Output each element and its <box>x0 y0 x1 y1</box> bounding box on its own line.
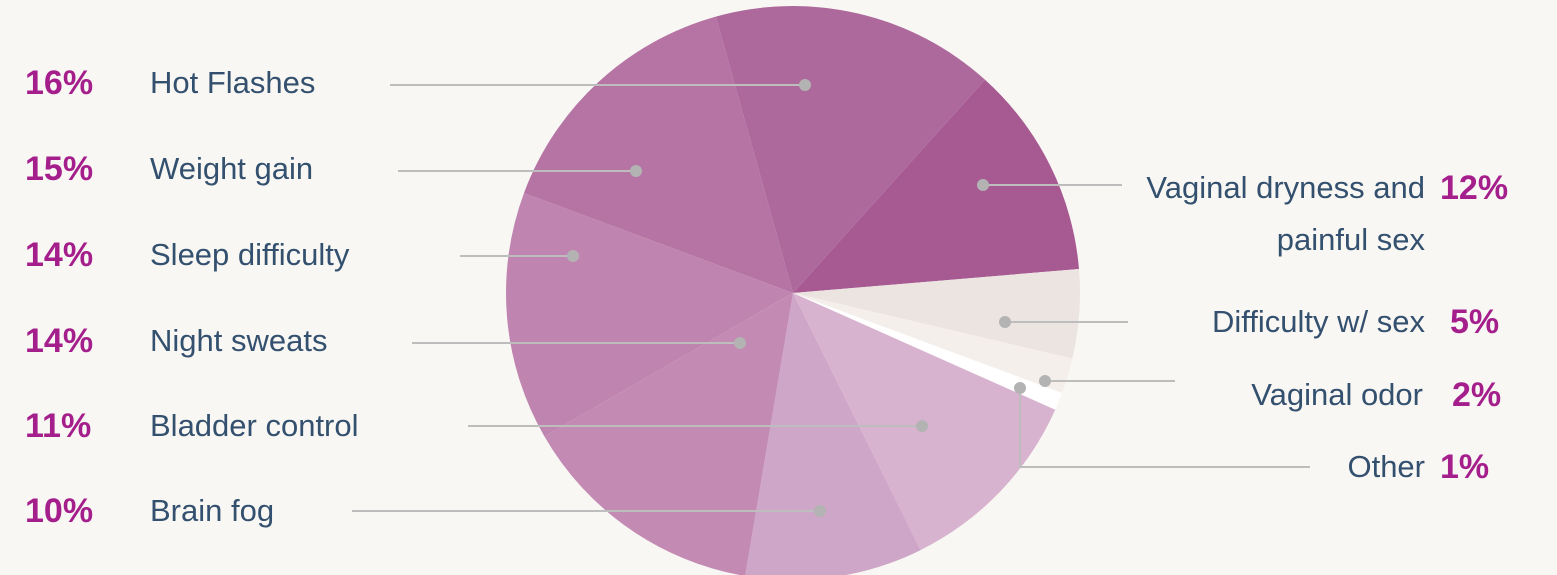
category-label: Vaginal odor <box>1251 377 1423 412</box>
pie-slice <box>793 79 1079 293</box>
category-label: Vaginal dryness and painful sex <box>1146 170 1425 257</box>
leader-dot <box>977 179 989 191</box>
leader-dot <box>734 337 746 349</box>
leader-dot <box>999 316 1011 328</box>
leader-dot <box>814 505 826 517</box>
pie-slice <box>793 268 1080 359</box>
value-label: 16% <box>25 64 94 102</box>
value-label: 11% <box>25 407 92 445</box>
category-label: Night sweats <box>150 323 328 358</box>
leader-dot <box>567 250 579 262</box>
category-label: Hot Flashes <box>150 65 316 100</box>
leader-dot <box>1014 382 1026 394</box>
leader-dot <box>630 165 642 177</box>
value-label: 10% <box>25 492 94 530</box>
leader-line <box>1019 388 1310 468</box>
pie-slice <box>793 293 1073 394</box>
category-label: Brain fog <box>150 493 275 528</box>
value-label: 14% <box>25 236 94 274</box>
leader-dot <box>1039 375 1051 387</box>
category-label: Weight gain <box>150 151 314 186</box>
value-label: 15% <box>25 150 94 188</box>
pie-slice <box>544 293 793 575</box>
pie-slice <box>745 293 921 575</box>
value-label: 1% <box>1440 448 1490 486</box>
value-label: 14% <box>25 322 94 360</box>
category-label: Other <box>1347 449 1425 484</box>
leader-dot <box>916 420 928 432</box>
pie-slice <box>715 6 986 294</box>
value-label: 12% <box>1440 169 1509 207</box>
value-label: 5% <box>1450 303 1500 341</box>
value-label: 2% <box>1452 376 1502 414</box>
category-label: Difficulty w/ sex <box>1211 304 1425 339</box>
category-label: Sleep difficulty <box>150 237 350 272</box>
leader-dot <box>799 79 811 91</box>
category-label: Bladder control <box>150 408 359 443</box>
pie-slice <box>793 293 1062 410</box>
